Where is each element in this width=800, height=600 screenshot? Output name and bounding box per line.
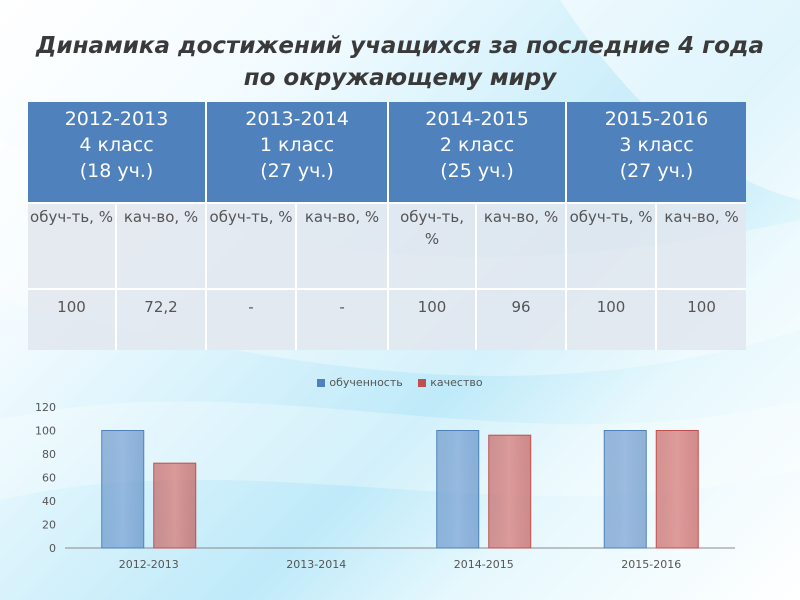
x-tick-label: 2014-2015 (454, 558, 514, 571)
subheader-cell: кач-во, % (476, 202, 568, 289)
header-students: (27 уч.) (260, 160, 334, 182)
header-2014-2015: 2014-2015 2 класс (25 уч.) (388, 102, 568, 203)
legend-swatch-series-2 (418, 379, 427, 387)
header-students: (27 уч.) (619, 160, 694, 182)
y-tick-label: 20 (42, 519, 56, 532)
value-cell: - (206, 288, 298, 350)
value-cell: 100 (656, 288, 747, 350)
value-cell: 100 (566, 288, 658, 350)
value-cell: 100 (388, 288, 478, 350)
header-2015-2016: 2015-2016 3 класс (27 уч.) (566, 102, 747, 203)
subheader-cell: кач-во, % (116, 202, 208, 289)
bar-obuchennost (436, 430, 480, 549)
y-tick-label: 60 (42, 472, 56, 485)
header-students: (25 уч.) (440, 160, 514, 182)
subheader-cell: обуч-ть, % (388, 202, 478, 289)
legend-item-series-2: качество (418, 376, 483, 389)
legend-label-series-2: качество (430, 376, 483, 389)
y-tick-label: 80 (42, 448, 56, 461)
header-grade: 2 класс (439, 134, 515, 156)
header-years: 2013-2014 (245, 108, 349, 130)
x-tick-label: 2015-2016 (621, 558, 681, 571)
header-years: 2012-2013 (64, 108, 169, 130)
title-line-1: Динамика достижений учащихся за последни… (35, 33, 764, 59)
header-years: 2014-2015 (425, 108, 529, 130)
subheader-cell: обуч-ть, % (566, 202, 658, 289)
header-students: (18 уч.) (79, 160, 154, 182)
x-tick-label: 2013-2014 (286, 558, 346, 571)
table-subheader-row: обуч-ть, % кач-во, % обуч-ть, % кач-во, … (28, 202, 747, 289)
bar-kachestvo (153, 462, 197, 549)
table-values-row: 100 72,2 - - 100 96 100 100 (28, 288, 747, 350)
header-years: 2015-2016 (604, 108, 709, 130)
bar-obuchennost (101, 430, 145, 549)
chart-legend: обученность качество (0, 376, 800, 389)
subheader-cell: кач-во, % (656, 202, 747, 289)
header-grade: 3 класс (619, 134, 694, 156)
bar-kachestvo (488, 434, 532, 549)
subheader-cell: обуч-ть, % (206, 202, 298, 289)
value-cell: 96 (476, 288, 568, 350)
header-grade: 1 класс (259, 134, 335, 156)
bar-chart: 0 20 40 60 80 100 120 2012-2013 2013-2014 2014-20… (35, 401, 735, 571)
y-tick-label: 0 (49, 542, 56, 555)
title-line-2: по окружающему миру (243, 65, 557, 91)
y-tick-label: 100 (35, 425, 56, 438)
results-table: 2012-2013 4 класс (18 уч.) 2013-2014 1 к… (28, 102, 747, 350)
header-2013-2014: 2013-2014 1 класс (27 уч.) (206, 102, 390, 203)
slide-title: Динамика достижений учащихся за последни… (0, 30, 800, 94)
legend-item-series-1: обученность (317, 376, 403, 389)
subheader-cell: обуч-ть, % (28, 202, 117, 289)
header-2012-2013: 2012-2013 4 класс (18 уч.) (28, 102, 208, 203)
y-tick-label: 120 (35, 401, 56, 414)
y-tick-label: 40 (42, 495, 56, 508)
value-cell: 100 (28, 288, 117, 350)
header-grade: 4 класс (79, 134, 154, 156)
legend-swatch-series-1 (317, 379, 326, 387)
value-cell: - (296, 288, 390, 350)
bar-kachestvo (655, 430, 699, 549)
table-header-row: 2012-2013 4 класс (18 уч.) 2013-2014 1 к… (28, 102, 747, 203)
value-cell: 72,2 (116, 288, 208, 350)
legend-label-series-1: обученность (329, 376, 403, 389)
bar-obuchennost (603, 430, 647, 549)
subheader-cell: кач-во, % (296, 202, 390, 289)
x-tick-label: 2012-2013 (119, 558, 179, 571)
